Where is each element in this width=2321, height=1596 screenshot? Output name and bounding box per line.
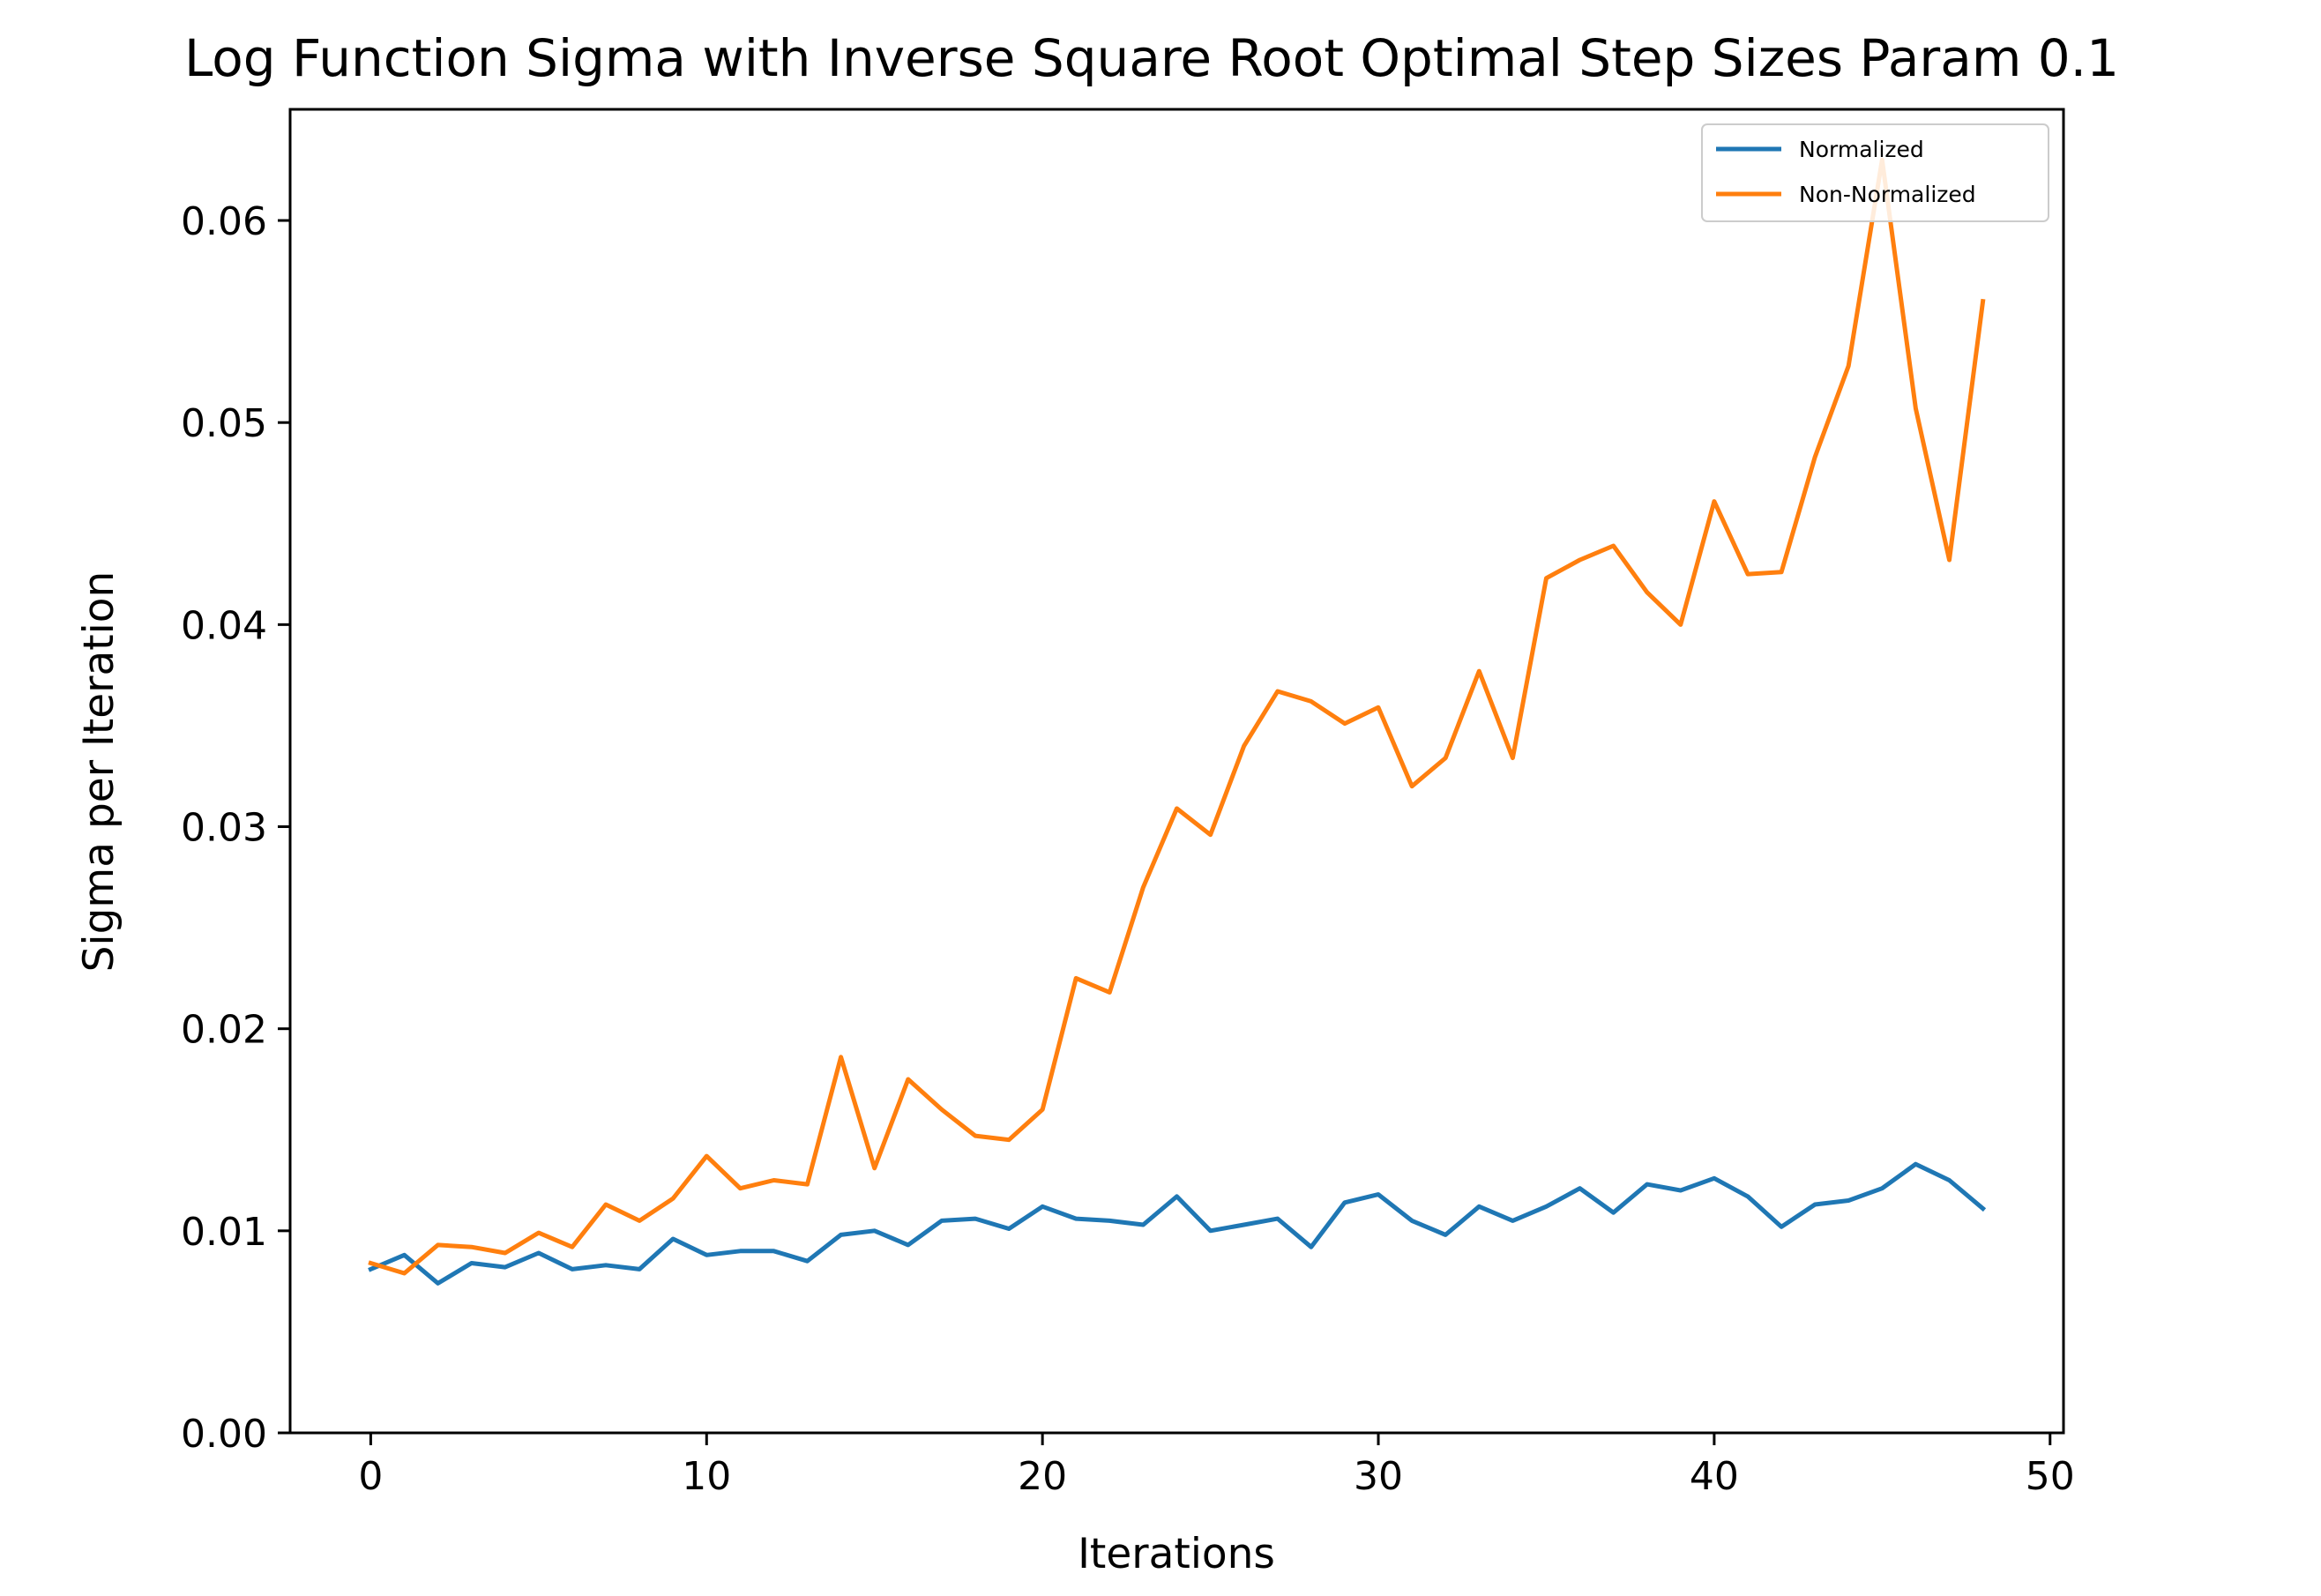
legend: Normalized Non-Normalized xyxy=(1701,123,2049,222)
y-tick-label: 0.02 xyxy=(181,1008,267,1053)
x-tick-label: 0 xyxy=(358,1454,383,1499)
x-tick-label: 50 xyxy=(2026,1454,2075,1499)
axes-frame xyxy=(288,108,2065,1435)
y-axis: 0.00 0.01 0.02 0.03 0.04 0.05 0.06 xyxy=(181,199,290,1457)
series-line-non-normalized xyxy=(368,157,1986,1276)
legend-box xyxy=(1701,123,2049,222)
y-tick-label: 0.05 xyxy=(181,401,267,446)
y-tick-label: 0.01 xyxy=(181,1210,267,1255)
legend-label: Normalized xyxy=(1799,137,1924,162)
y-tick-label: 0.04 xyxy=(181,603,267,648)
series-line-normalized xyxy=(368,1161,1987,1286)
y-axis-label: Sigma per Iteration xyxy=(75,571,123,973)
x-tick-label: 20 xyxy=(1018,1454,1067,1499)
y-tick-label: 0.03 xyxy=(181,806,267,851)
x-tick-label: 30 xyxy=(1354,1454,1403,1499)
plot-area xyxy=(368,157,1987,1286)
legend-label: Non-Normalized xyxy=(1799,182,1976,207)
x-tick-label: 40 xyxy=(1690,1454,1739,1499)
y-tick-label: 0.00 xyxy=(181,1412,267,1457)
chart-title: Log Function Sigma with Inverse Square R… xyxy=(184,28,2119,88)
y-tick-label: 0.06 xyxy=(181,199,267,244)
x-axis: 0 10 20 30 40 50 xyxy=(358,1433,2075,1499)
x-tick-label: 10 xyxy=(682,1454,731,1499)
x-axis-label: Iterations xyxy=(1078,1530,1275,1578)
